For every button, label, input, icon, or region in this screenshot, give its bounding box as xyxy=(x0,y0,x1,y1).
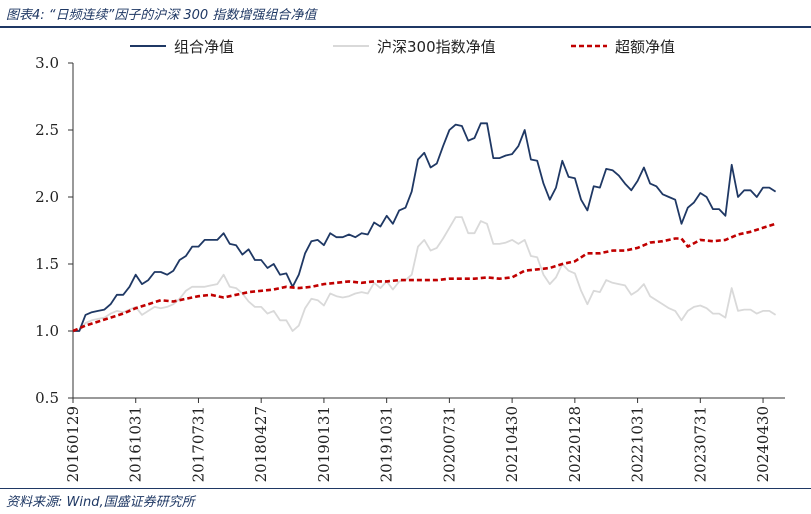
series-line-0 xyxy=(73,122,777,332)
x-tick-label: 20190131 xyxy=(315,406,333,482)
x-tick-label: 20180427 xyxy=(252,406,270,482)
x-tick-label: 20170731 xyxy=(189,406,207,482)
x-tick-label: 20200731 xyxy=(440,406,458,482)
x-tick-label: 20221031 xyxy=(629,406,647,482)
x-tick-label: 20191031 xyxy=(378,406,396,482)
source-note: 资料来源: Wind,国盛证券研究所 xyxy=(6,495,195,510)
legend-label-1: 沪深300指数净值 xyxy=(377,38,496,56)
x-tick-label: 20161031 xyxy=(127,406,145,482)
series-layer xyxy=(72,122,777,333)
legend: 组合净值 沪深300指数净值 超额净值 xyxy=(130,38,675,56)
x-tick-label: 20210430 xyxy=(503,406,521,482)
y-tick-label: 3.0 xyxy=(35,54,59,72)
y-tick-label: 1.5 xyxy=(35,255,59,273)
chart-svg: 组合净值 沪深300指数净值 超额净值 0.5 1.0 1.5 2.0 2.5 3.0 2016… xyxy=(35,38,785,482)
y-tick-label: 1.0 xyxy=(35,322,59,340)
legend-label-2: 超额净值 xyxy=(615,38,675,56)
x-tick-label: 20220128 xyxy=(566,406,584,482)
y-tick-label: 2.5 xyxy=(35,121,59,139)
legend-label-0: 组合净值 xyxy=(174,38,234,56)
x-tick-label: 20160129 xyxy=(64,406,82,482)
series-line-1 xyxy=(73,216,777,332)
series-line-2 xyxy=(72,222,776,333)
top-rule xyxy=(0,26,811,28)
x-tick-label: 20230731 xyxy=(691,406,709,482)
y-tick-label: 2.0 xyxy=(35,188,59,206)
figure-title: 图表4: “日频连续”因子的沪深 300 指数增强组合净值 xyxy=(6,8,317,23)
y-tick-label: 0.5 xyxy=(35,389,59,407)
bottom-rule xyxy=(0,488,811,489)
x-tick-label: 20240430 xyxy=(754,406,772,482)
axes: 0.5 1.0 1.5 2.0 2.5 3.0 20160129 20161031 201707… xyxy=(35,54,785,482)
